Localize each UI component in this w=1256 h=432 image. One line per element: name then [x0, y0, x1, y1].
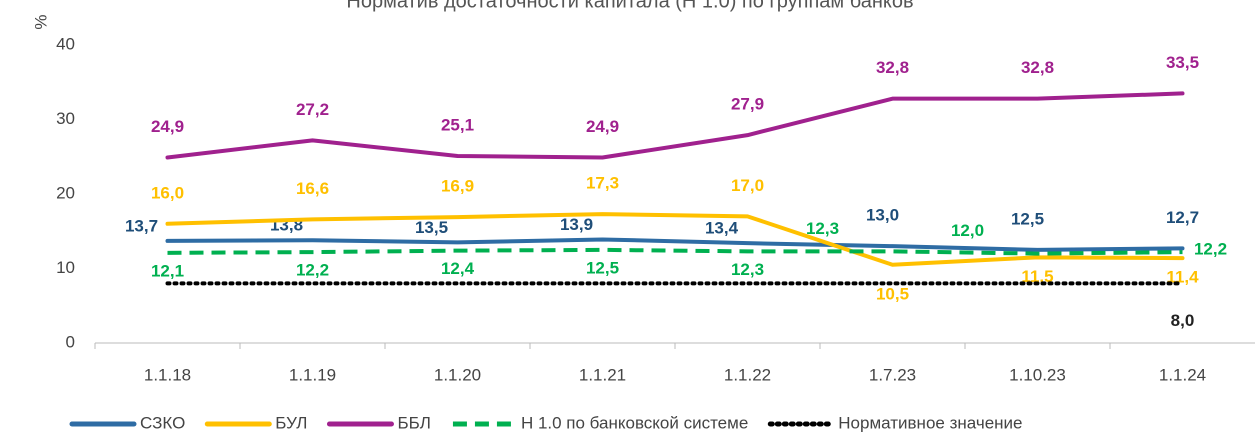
series-line — [165, 91, 1185, 160]
data-label: 12,2 — [1194, 240, 1227, 259]
data-label: 32,8 — [1021, 58, 1054, 77]
data-label: 11,5 — [1021, 267, 1053, 286]
data-label: 12,3 — [806, 219, 839, 238]
x-tick-label: 1.1.20 — [434, 365, 481, 384]
data-label: 13,9 — [560, 215, 593, 234]
data-label: 17,3 — [586, 174, 619, 193]
x-tick-label: 1.1.21 — [579, 365, 626, 384]
data-label: 13,7 — [125, 216, 158, 235]
legend-label: БУЛ — [275, 413, 307, 432]
data-label: 13,5 — [415, 218, 448, 237]
x-tick-label: 1.1.22 — [724, 365, 771, 384]
series-line — [165, 237, 1185, 252]
data-label: 33,5 — [1166, 53, 1199, 72]
series-line — [167, 247, 1183, 256]
data-label: 12,0 — [951, 221, 984, 240]
data-label: 8,0 — [1171, 311, 1195, 330]
data-label: 25,1 — [441, 115, 474, 134]
data-label: 12,5 — [586, 258, 619, 277]
legend-label: Н 1.0 по банковской системе — [521, 413, 748, 432]
y-tick-label: 20 — [56, 183, 75, 202]
data-label: 17,0 — [731, 176, 764, 195]
data-label: 24,9 — [151, 117, 184, 136]
y-tick-label: 40 — [56, 34, 75, 53]
data-label: 10,5 — [876, 284, 909, 303]
data-label: 12,3 — [731, 260, 764, 279]
data-label: 16,6 — [296, 179, 329, 198]
data-label: 12,4 — [441, 259, 475, 278]
data-label: 24,9 — [586, 117, 619, 136]
data-label: 16,0 — [151, 183, 184, 202]
x-tick-label: 1.7.23 — [869, 365, 916, 384]
data-label: 32,8 — [876, 58, 909, 77]
y-axis-label: % — [31, 14, 50, 29]
chart-title: Норматив достаточности капитала (Н 1.0) … — [346, 0, 913, 12]
data-label: 16,9 — [441, 177, 474, 196]
data-label: 13,4 — [705, 219, 739, 238]
data-label: 12,2 — [296, 261, 329, 280]
data-label: 12,5 — [1011, 209, 1044, 228]
data-label: 12,7 — [1166, 208, 1199, 227]
y-tick-label: 30 — [56, 109, 75, 128]
legend-label: Нормативное значение — [838, 413, 1022, 432]
x-tick-label: 1.1.18 — [144, 365, 191, 384]
data-label: 27,2 — [296, 100, 329, 119]
series-line — [165, 212, 1185, 267]
y-tick-label: 10 — [56, 258, 75, 277]
x-tick-label: 1.10.23 — [1009, 365, 1066, 384]
data-label: 13,0 — [866, 206, 899, 225]
data-label: 12,1 — [151, 261, 184, 280]
legend-label: ББЛ — [397, 413, 430, 432]
x-tick-label: 1.1.19 — [289, 365, 336, 384]
legend-label: СЗКО — [140, 413, 185, 432]
x-tick-label: 1.1.24 — [1159, 365, 1206, 384]
data-label: 27,9 — [731, 95, 764, 114]
y-tick-label: 0 — [66, 332, 75, 351]
